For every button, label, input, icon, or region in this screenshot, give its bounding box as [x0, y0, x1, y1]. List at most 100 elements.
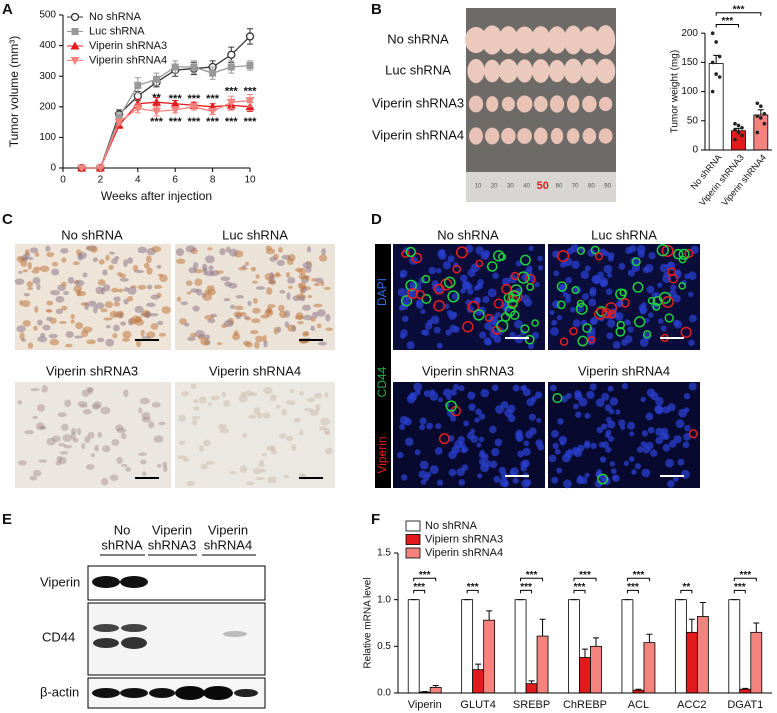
- nucleus: [565, 276, 573, 284]
- cell: [220, 276, 231, 282]
- significance: ***: [225, 116, 239, 128]
- nucleus: [627, 421, 636, 430]
- cell: [321, 248, 327, 256]
- marker: [227, 50, 236, 59]
- cell: [36, 283, 41, 291]
- cell: [250, 392, 258, 397]
- significance: ***: [187, 116, 201, 128]
- x-tick-label: DGAT1: [727, 699, 763, 711]
- tumor: [548, 59, 566, 83]
- y-axis-label: Tumor volume (mm³): [7, 36, 21, 148]
- nucleus: [662, 406, 671, 414]
- cell: [82, 272, 88, 278]
- cell: [61, 305, 68, 311]
- stained-cell: [575, 302, 588, 315]
- cell: [23, 292, 30, 297]
- y-axis-label: Tumor weight (mg): [670, 50, 681, 134]
- cell: [320, 280, 325, 287]
- cell: [156, 264, 162, 269]
- nucleus: [677, 458, 685, 466]
- significance: ***: [526, 570, 538, 581]
- nucleus: [580, 270, 590, 280]
- cell: [278, 304, 285, 312]
- nucleus: [449, 389, 457, 397]
- cell: [122, 330, 132, 339]
- nucleus: [631, 469, 637, 475]
- cell: [229, 471, 237, 475]
- error-bar: [713, 54, 720, 64]
- nucleus: [494, 438, 503, 447]
- stained-cell: [452, 264, 461, 274]
- cell: [109, 474, 119, 481]
- cell: [306, 397, 315, 403]
- nucleus: [590, 442, 597, 450]
- cell: [223, 298, 231, 302]
- tumor: [485, 127, 500, 145]
- significance: ***: [467, 582, 479, 593]
- significance: ***: [150, 116, 164, 128]
- nucleus: [408, 392, 418, 401]
- cell: [194, 278, 203, 286]
- significance: ***: [733, 4, 745, 15]
- legend-marker: [70, 57, 80, 65]
- cell: [77, 401, 88, 407]
- nucleus: [641, 468, 651, 478]
- nucleus: [449, 324, 458, 333]
- stained-cell: [596, 306, 607, 317]
- nucleus: [581, 293, 589, 301]
- bar: [621, 599, 634, 694]
- image-label: No shRNA: [61, 227, 123, 242]
- y-tick-label: 50: [687, 115, 699, 126]
- data-point: [710, 60, 715, 65]
- cell: [325, 327, 334, 331]
- tumor: [582, 95, 597, 113]
- cell: [302, 332, 309, 337]
- nucleus: [426, 422, 433, 430]
- cell: [238, 394, 248, 403]
- tumor: [481, 25, 503, 55]
- cell: [72, 437, 79, 443]
- nucleus: [551, 430, 559, 438]
- cell: [298, 429, 304, 436]
- cell: [233, 311, 242, 318]
- band: [121, 637, 147, 649]
- y-tick-label: 200: [39, 101, 56, 112]
- significance: ***: [574, 582, 586, 593]
- nucleus: [476, 442, 482, 448]
- nucleus: [429, 465, 439, 475]
- y-tick-label: 0: [692, 145, 698, 156]
- significance-bracket: [733, 577, 757, 582]
- cell: [84, 435, 91, 443]
- nucleus: [609, 461, 616, 467]
- stained-cell: [656, 244, 669, 257]
- cell: [298, 273, 308, 280]
- band: [93, 624, 119, 632]
- bar: [728, 599, 741, 694]
- nucleus: [642, 332, 652, 341]
- nucleus: [648, 252, 656, 260]
- cell: [82, 408, 92, 415]
- cell: [29, 475, 38, 481]
- bar: [407, 599, 420, 694]
- nucleus: [420, 309, 426, 315]
- cell: [37, 336, 48, 343]
- data-point: [717, 75, 722, 79]
- significance-bracket: [520, 589, 533, 594]
- bar: [579, 657, 591, 694]
- nucleus: [662, 274, 672, 284]
- stained-cell: [587, 335, 596, 344]
- significance: ***: [206, 116, 220, 128]
- cell: [134, 305, 144, 314]
- nucleus: [556, 467, 563, 474]
- nucleus: [556, 315, 563, 321]
- cell: [233, 330, 239, 337]
- cell: [46, 251, 55, 258]
- bar: [696, 616, 709, 694]
- nucleus: [642, 445, 651, 454]
- cell: [254, 341, 260, 349]
- nucleus: [557, 418, 564, 425]
- stained-cell: [455, 246, 468, 259]
- cell: [221, 391, 227, 398]
- cell: [85, 464, 95, 470]
- nucleus: [675, 419, 685, 429]
